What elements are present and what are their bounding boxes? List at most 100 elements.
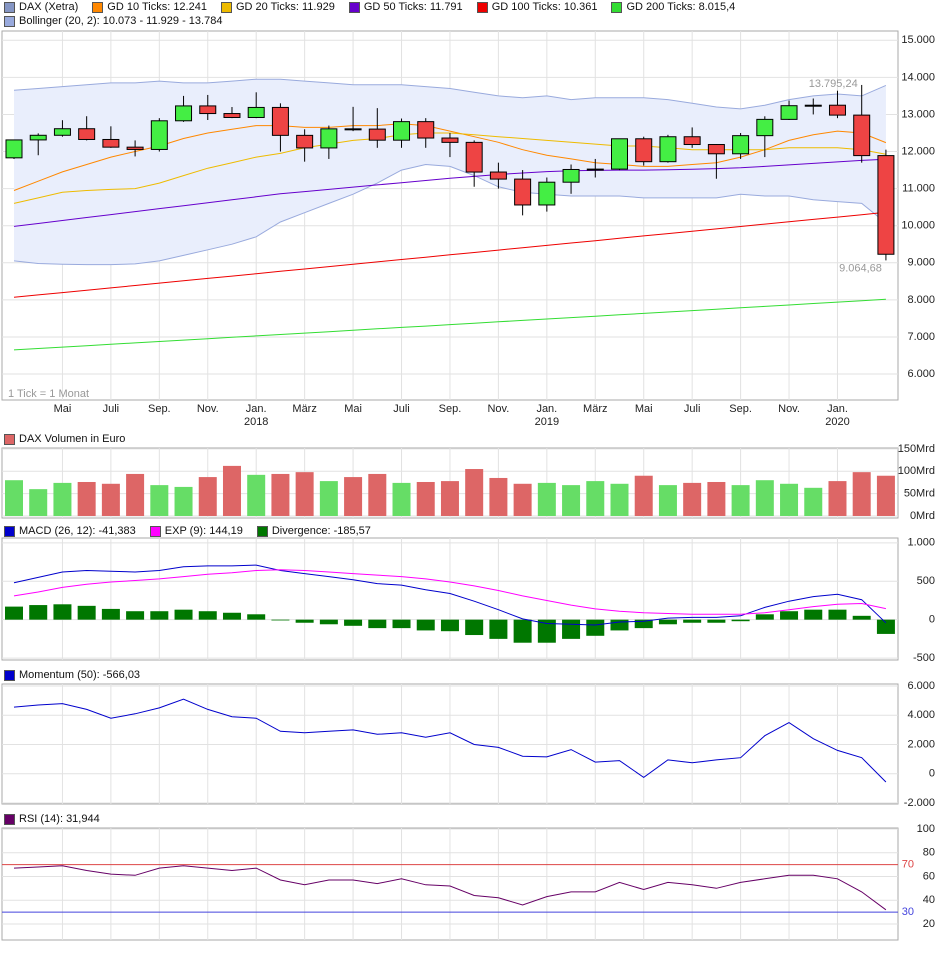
- volume-bar: [368, 473, 387, 516]
- x-tick-label: Mai: [54, 403, 72, 415]
- x-tick-label: März: [292, 403, 316, 415]
- legend-label: RSI (14): 31,944: [19, 813, 100, 825]
- volume-bar: [198, 477, 217, 516]
- y-tick-label: 100: [917, 823, 935, 835]
- moving-average: [13, 298, 886, 351]
- panel: 6.000 7.000 8.000 9.000 10.000 11.000 12.000 13…: [1, 30, 935, 428]
- legend-swatch: [4, 15, 15, 27]
- y-tick-label: 6.000: [907, 368, 935, 380]
- divergence-bar: [780, 611, 799, 620]
- legend-swatch: [476, 1, 488, 13]
- divergence-bar: [77, 605, 96, 620]
- x-year-label: 2020: [825, 416, 849, 428]
- legend-label: GD 100 Ticks: 10.361: [491, 1, 598, 13]
- x-tick-label: Nov.: [487, 403, 509, 415]
- candle-body: [417, 121, 435, 139]
- candle-body: [344, 128, 362, 131]
- x-tick-label: Sep.: [148, 403, 171, 415]
- volume-bar: [150, 485, 169, 516]
- legend-label: DAX Volumen in Euro: [19, 433, 126, 445]
- legend-label: Divergence: -185,57: [271, 525, 371, 537]
- y-tick-label: 150Mrd: [898, 443, 935, 455]
- divergence-bar: [586, 619, 605, 636]
- y-tick-label: 10.000: [901, 220, 935, 232]
- divergence-bar: [683, 619, 702, 623]
- min-annotation: 9.064,68: [839, 262, 882, 274]
- x-tick-label: Sep.: [729, 403, 752, 415]
- divergence-bar: [634, 619, 653, 629]
- legend-label: Momentum (50): -566,03: [19, 669, 141, 681]
- divergence-bar: [5, 606, 23, 620]
- divergence-bar: [804, 609, 823, 620]
- divergence-bar: [247, 614, 266, 620]
- volume-bar: [392, 482, 411, 516]
- candle-body: [611, 138, 628, 170]
- x-year-label: 2019: [535, 416, 559, 428]
- x-tick-label: Juli: [103, 403, 120, 415]
- volume-bar: [610, 483, 629, 516]
- divergence-bar: [731, 619, 750, 622]
- candle-body: [247, 106, 265, 118]
- y-tick-label: 9.000: [907, 257, 935, 269]
- y-tick-label: 0: [929, 614, 935, 626]
- divergence-bar: [101, 608, 120, 620]
- volume-bar: [5, 480, 23, 516]
- volume-bar: [683, 482, 702, 516]
- y-tick-label: 0Mrd: [910, 510, 935, 522]
- candle-body: [150, 120, 168, 150]
- volume-bar: [440, 481, 459, 516]
- volume-bar: [513, 483, 532, 516]
- x-tick-label: Sep.: [439, 403, 462, 415]
- divergence-bar: [29, 605, 48, 620]
- volume-bar: [53, 482, 72, 516]
- volume-bar: [77, 481, 96, 516]
- legend-item: Divergence: -185,57: [256, 525, 371, 537]
- candle-body: [707, 144, 725, 155]
- indicator-line: [13, 564, 887, 626]
- candle-body: [659, 136, 677, 163]
- legend-item: MACD (26, 12): -41,383: [4, 525, 136, 537]
- max-annotation: 13.795,24: [809, 78, 858, 90]
- reference-label: 30: [902, 906, 914, 918]
- divergence-bar: [513, 619, 532, 643]
- divergence-bar: [852, 615, 871, 620]
- divergence-bar: [198, 611, 217, 620]
- indicator-line: [13, 569, 887, 615]
- y-tick-label: -500: [913, 652, 935, 664]
- legend-label: GD 200 Ticks: 8.015,4: [626, 1, 736, 13]
- y-tick-label: 500: [917, 575, 935, 587]
- divergence-bar: [707, 619, 726, 623]
- legend-label: GD 20 Ticks: 11.929: [235, 1, 335, 13]
- legend-swatch: [4, 1, 15, 13]
- candle-body: [635, 138, 653, 163]
- volume-bar: [876, 475, 895, 516]
- candle-body: [126, 146, 144, 150]
- candle-body: [175, 105, 193, 122]
- candle-body: [223, 113, 241, 118]
- volume-bar: [804, 487, 823, 516]
- candle-body: [199, 105, 217, 115]
- candle-body: [683, 136, 701, 146]
- divergence-bar: [465, 619, 484, 636]
- volume-bar: [537, 482, 556, 516]
- candle-body: [296, 134, 314, 149]
- indicator-line: [13, 698, 887, 783]
- y-tick-label: 50Mrd: [904, 488, 935, 500]
- legend: DAX (Xetra) GD 10 Ticks: 12.241 GD 20 Tick…: [4, 1, 784, 27]
- legend-swatch: [611, 1, 623, 13]
- x-tick-label: Mai: [635, 403, 653, 415]
- divergence-bar: [319, 619, 338, 625]
- divergence-bar: [489, 619, 508, 639]
- legend-swatch: [348, 1, 360, 13]
- legend-item: GD 200 Ticks: 8.015,4: [611, 1, 735, 13]
- divergence-bar: [53, 604, 72, 620]
- volume-bar: [29, 489, 48, 516]
- x-tick-label: Juli: [684, 403, 701, 415]
- volume-bar: [489, 477, 508, 516]
- legend: Momentum (50): -566,03: [4, 669, 784, 681]
- indicator-line: [13, 865, 887, 911]
- candle-body: [5, 139, 23, 159]
- x-year-label: 2018: [244, 416, 268, 428]
- volume-bar: [465, 469, 484, 516]
- band-fill: [14, 79, 886, 265]
